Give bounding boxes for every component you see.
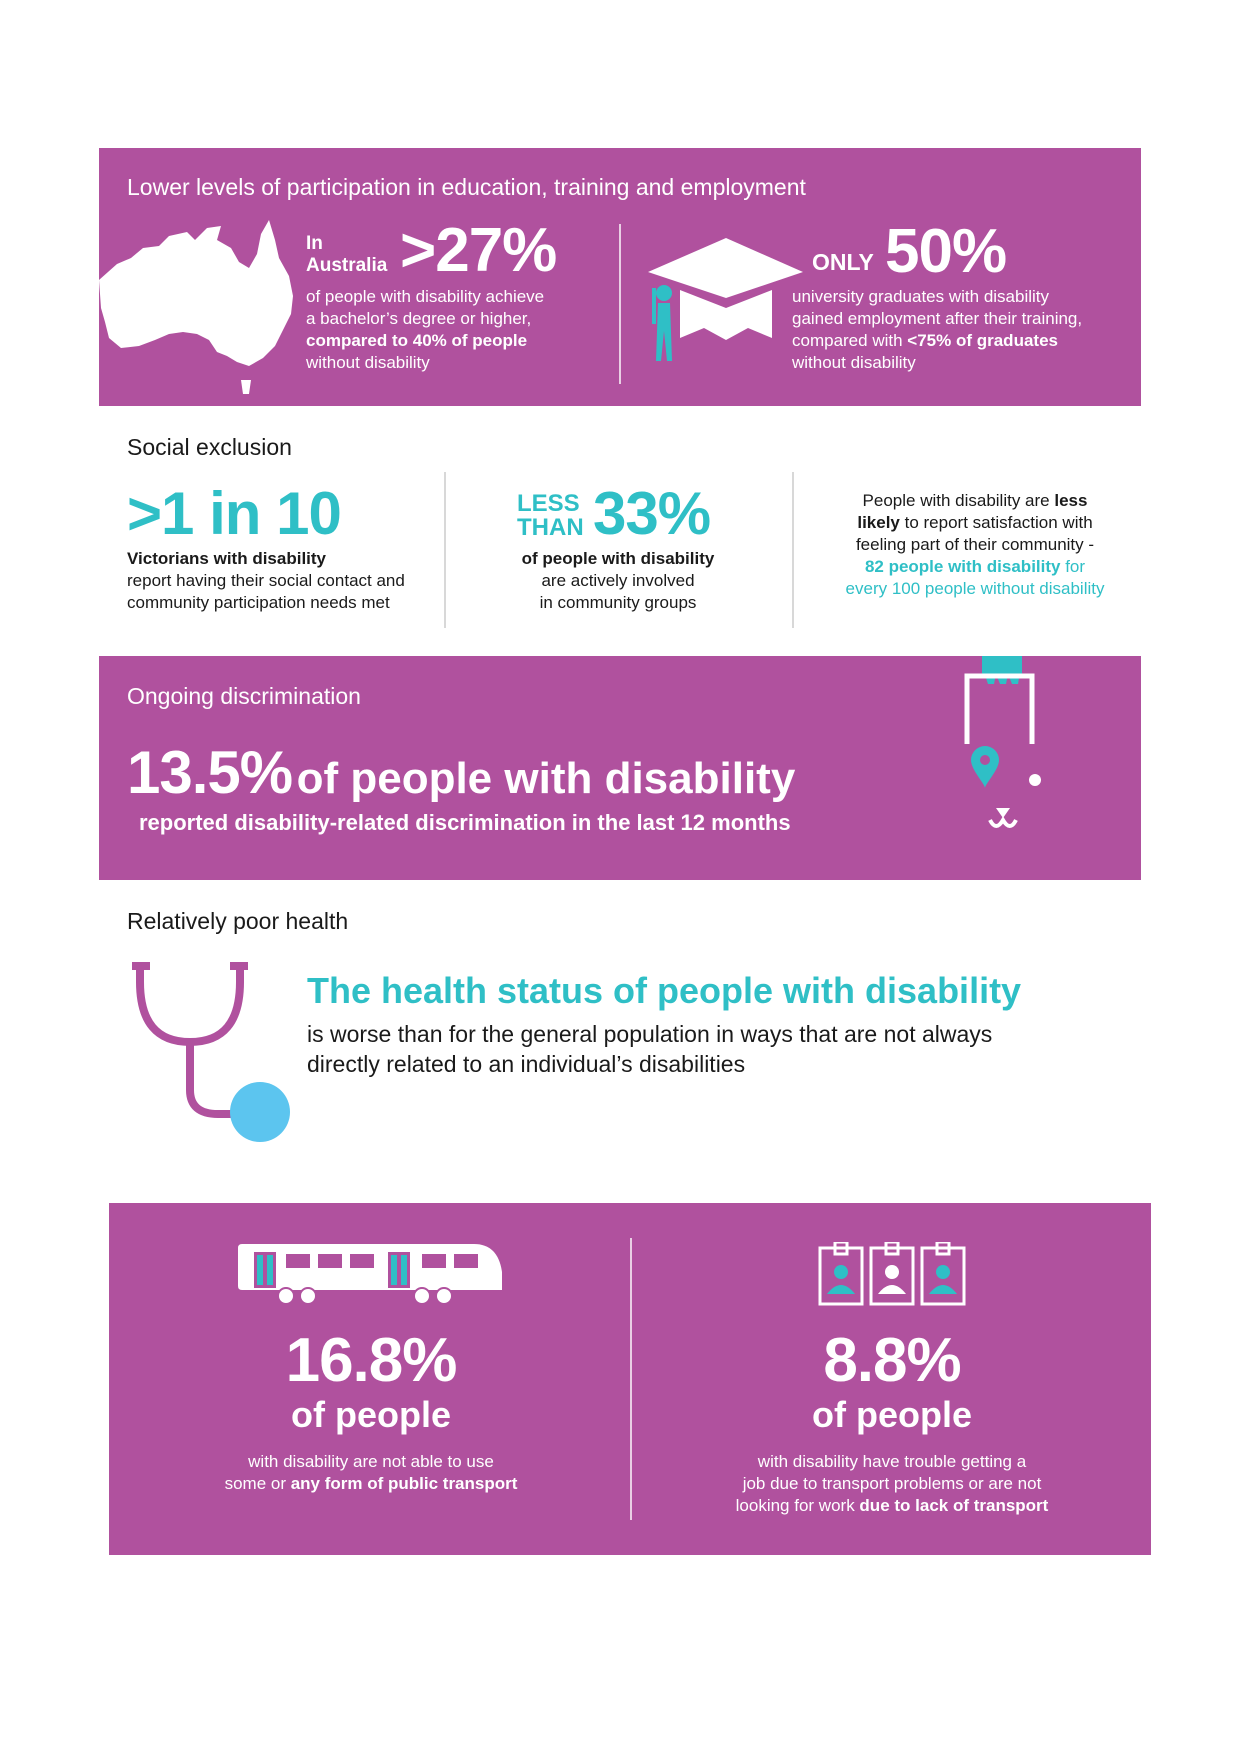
transport-right-line1: with disability have trouble getting a [757, 1452, 1027, 1471]
transport-right-text: with disability have trouble getting a j… [682, 1451, 1102, 1517]
social-col3-text: People with disability are less likely t… [810, 490, 1140, 600]
train-icon [238, 1244, 502, 1305]
edu-left-line2: a bachelor’s degree or higher, [306, 309, 532, 328]
australia-map-icon [99, 220, 293, 394]
graduate-person-icon [652, 285, 672, 361]
health-line2: directly related to an individual’s disa… [307, 1051, 746, 1077]
edu-left-line4: without disability [306, 353, 430, 372]
social-col1-line2: community participation needs met [127, 593, 390, 612]
health-text: is worse than for the general population… [307, 1019, 1127, 1079]
transport-left-line2: some or [224, 1474, 291, 1493]
edu-right-line2: gained employment after their training, [792, 309, 1083, 328]
edu-right-prefix: ONLY [812, 249, 874, 275]
edu-right-line4: without disability [792, 353, 916, 372]
edu-left-prefix1: In [306, 233, 323, 254]
stethoscope-icon [132, 962, 290, 1142]
social-col2-prefix2: THAN [517, 514, 584, 541]
social-col3-t5: every 100 people without disability [845, 579, 1105, 598]
social-col3-t3: feeling part of their community - [855, 535, 1095, 554]
social-col3-t1: People with disability are [862, 491, 1055, 510]
discrimination-stat: 13.5% [127, 739, 293, 806]
transport-left-stat: 16.8% [285, 1326, 458, 1395]
edu-left-line1: of people with disability achieve [306, 287, 545, 306]
edu-right-line3-b: <75% of graduates [907, 331, 1058, 350]
transport-divider [630, 1238, 632, 1520]
transport-left-text: with disability are not able to use some… [171, 1451, 571, 1495]
transport-right-line3: looking for work [735, 1496, 860, 1515]
graduation-cap-icon [648, 238, 803, 340]
edu-left-prefix2: Australia [306, 255, 388, 276]
edu-right-text: university graduates with disability gai… [792, 286, 1137, 374]
discrimination-stat-rest: of people with disability [296, 754, 796, 803]
edu-left-line3: compared to 40% of people [306, 331, 528, 350]
social-col3-t4: for [1060, 557, 1086, 576]
transport-left-line2b: any form of public transport [290, 1474, 518, 1493]
edu-right-line3-a: compared with [792, 331, 908, 350]
social-col2-stat: 33% [593, 480, 711, 547]
social-col2-line1: are actively involved [541, 571, 695, 590]
social-title: Social exclusion [127, 434, 292, 460]
transport-left-line1: with disability are not able to use [248, 1452, 494, 1471]
transport-right-line3b: due to lack of transport [859, 1496, 1049, 1515]
social-divider-1 [444, 472, 446, 628]
edu-left-text: of people with disability achieve a bach… [306, 286, 636, 374]
id-badge-icon [818, 1242, 966, 1306]
guide-dog-icon [964, 656, 1041, 828]
social-col3-t4b: 82 people with disability [864, 557, 1061, 576]
discrimination-headline: 13.5% of people with disability [127, 738, 795, 807]
edu-right-stat: 50% [885, 217, 1007, 286]
edu-divider [619, 224, 621, 384]
social-col1-stat: >1 in 10 [127, 480, 342, 547]
discrimination-subtext: reported disability-related discriminati… [139, 810, 791, 835]
social-col2-text: of people with disability are actively i… [478, 548, 758, 614]
social-col2-bold: of people with disability [521, 549, 715, 568]
social-col3-t1b: less [1054, 491, 1088, 510]
health-title: Relatively poor health [127, 908, 349, 934]
edu-right-line1: university graduates with disability [792, 287, 1050, 306]
transport-right-sub: of people [812, 1394, 972, 1435]
social-col2-prefix1: LESS [517, 490, 580, 517]
social-col1-text: Victorians with disability report having… [127, 548, 447, 614]
social-col1-line1: report having their social contact and [127, 571, 405, 590]
health-headline: The health status of people with disabil… [307, 970, 1022, 1011]
discrimination-title: Ongoing discrimination [127, 683, 361, 709]
social-col1-bold: Victorians with disability [127, 549, 327, 568]
social-divider-2 [792, 472, 794, 628]
transport-right-line2: job due to transport problems or are not [742, 1474, 1042, 1493]
transport-right-stat: 8.8% [823, 1326, 961, 1395]
social-col3-t2: to report satisfaction with [899, 513, 1093, 532]
education-title: Lower levels of participation in educati… [127, 174, 806, 200]
transport-left-sub: of people [291, 1394, 451, 1435]
health-line1: is worse than for the general population… [307, 1021, 993, 1047]
edu-right-line3: compared with <75% of graduates [792, 330, 1137, 352]
edu-left-stat: >27% [400, 216, 557, 285]
social-col2-line2: in community groups [539, 593, 697, 612]
social-col3-t2b: likely [857, 513, 900, 532]
